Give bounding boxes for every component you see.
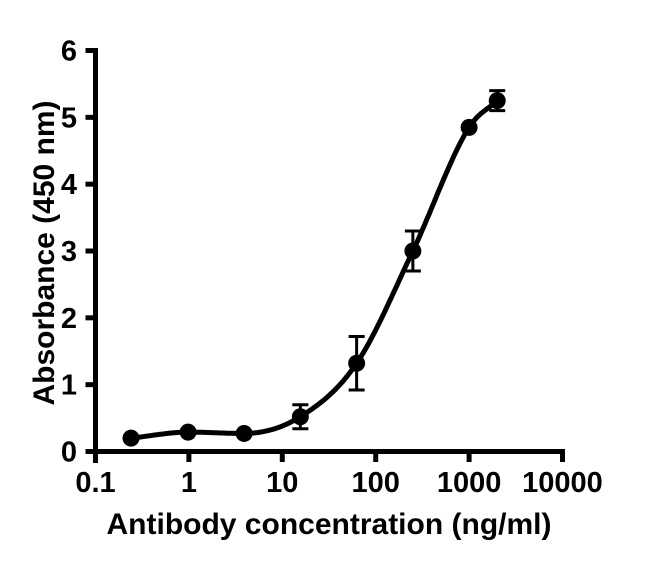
chart-generated-layer: 0 1 2 3 4 5 6 0.1 1 10 100 1000 10000 [61, 36, 603, 500]
y-tick-label: 4 [61, 169, 77, 201]
x-tick-label: 0.1 [75, 467, 115, 499]
y-tick-label: 2 [61, 303, 77, 335]
x-tick-label: 10 [266, 467, 298, 499]
sigmoid-fit-curve [128, 98, 500, 441]
y-tick-label: 0 [61, 437, 77, 469]
x-tick-label: 1000 [437, 467, 502, 499]
y-tick-label: 3 [61, 236, 77, 268]
data-point [404, 242, 422, 260]
y-tick-label: 5 [61, 102, 77, 134]
y-axis-title: Absorbance (450 nm) [28, 100, 61, 405]
data-point [348, 354, 366, 372]
data-point [460, 118, 478, 136]
x-tick-label: 10000 [522, 467, 603, 499]
y-tick-label: 1 [61, 370, 77, 402]
data-point [291, 408, 309, 426]
data-point [122, 429, 140, 447]
data-point [235, 424, 253, 442]
data-point [179, 423, 197, 441]
y-tick-label: 6 [61, 36, 77, 68]
x-axis-title: Antibody concentration (ng/ml) [107, 508, 552, 541]
x-tick-label: 1 [181, 467, 197, 499]
x-tick-label: 100 [352, 467, 400, 499]
data-point [488, 92, 506, 110]
